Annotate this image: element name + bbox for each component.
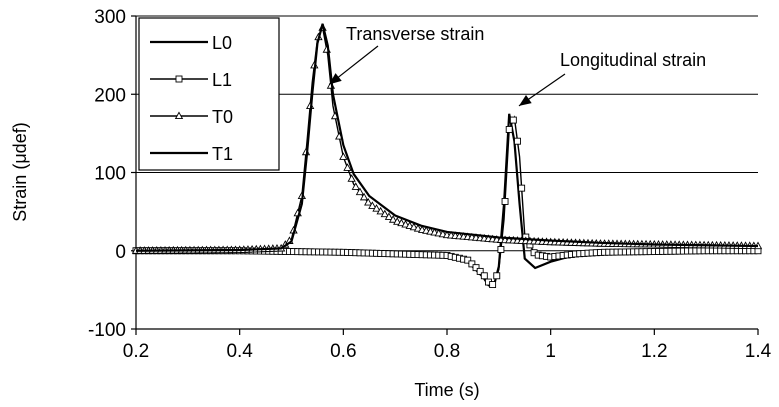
axes (131, 15, 759, 335)
annotations: Transverse strain Longitudinal strain (328, 24, 706, 107)
x-tick-label: 1.2 (641, 341, 667, 362)
data-point-l1 (493, 272, 501, 280)
annotation-arrow-longitudinal-head (518, 94, 532, 106)
annotation-arrow-longitudinal (518, 73, 566, 107)
legend-item-l0: L0 (150, 33, 232, 53)
data-point-l1 (505, 126, 513, 133)
data-point-l1 (497, 246, 505, 253)
y-tick-label: 0 (115, 242, 126, 263)
data-point-t0 (372, 204, 381, 212)
data-point-l1 (472, 264, 480, 272)
legend-label-t1: T1 (212, 144, 233, 164)
y-tick-label: -100 (88, 320, 126, 341)
x-tick-label: 0.6 (330, 341, 356, 362)
y-axis-title: Strain (μdef) (10, 122, 30, 221)
legend-item-t1: T1 (150, 144, 233, 164)
data-point-l1 (514, 137, 521, 145)
data-point-l1 (480, 272, 488, 280)
data-point-l1 (501, 198, 509, 205)
data-point-t0 (339, 152, 348, 160)
data-point-t0 (351, 182, 360, 190)
annotation-longitudinal: Longitudinal strain (560, 50, 706, 70)
data-point-l1 (476, 267, 484, 275)
annotation-transverse: Transverse strain (346, 24, 484, 44)
legend-label-t0: T0 (212, 107, 233, 127)
legend-box (138, 17, 280, 171)
data-point-l1 (464, 256, 472, 264)
data-point-l1 (518, 184, 526, 192)
data-point-t0 (388, 215, 398, 223)
data-point-l1 (468, 260, 476, 268)
legend-marker-t0 (174, 111, 184, 120)
legend-item-l1: L1 (150, 70, 232, 90)
annotation-arrow-transverse-head (329, 73, 342, 85)
x-tick-label: 1 (545, 341, 556, 362)
data-point-t0 (401, 219, 410, 228)
y-tick-label: 100 (94, 164, 126, 185)
annotation-arrow-transverse (328, 45, 379, 85)
data-point-l1 (509, 116, 517, 124)
data-point-t0 (405, 221, 414, 229)
y-tick-label: 200 (94, 85, 126, 106)
data-point-t0 (343, 163, 352, 171)
tick-labels: -100 0 100 200 300 0.2 0.4 0.6 0.8 1 1.2 1.4 (88, 7, 772, 362)
series-layer (131, 23, 763, 289)
data-point-t0 (359, 192, 369, 201)
data-point-t0 (413, 224, 423, 232)
data-point-t0 (393, 217, 402, 225)
data-point-t0 (376, 206, 385, 215)
data-point-t0 (355, 187, 365, 196)
data-point-t0 (384, 212, 394, 220)
data-point-l1 (489, 281, 497, 289)
data-point-t0 (347, 174, 356, 182)
data-point-t0 (380, 209, 389, 218)
data-point-t0 (409, 222, 418, 231)
data-point-t0 (364, 197, 373, 206)
series-t1 (135, 23, 759, 252)
x-tick-label: 0.2 (123, 341, 149, 362)
x-tick-label: 0.4 (226, 341, 253, 362)
data-point-t0 (368, 201, 377, 209)
x-tick-label: 1.4 (745, 341, 772, 362)
y-tick-label: 300 (94, 7, 126, 28)
legend: L0 L1 T0 T1 (138, 17, 280, 171)
legend-label-l0: L0 (212, 33, 232, 53)
series-line-t1 (135, 23, 759, 252)
legend-label-l1: L1 (212, 70, 232, 90)
legend-marker-l1 (175, 75, 183, 83)
x-axis-title: Time (s) (414, 380, 479, 400)
x-tick-label: 0.8 (434, 341, 460, 362)
data-point-t0 (397, 218, 406, 227)
legend-item-t0: T0 (150, 107, 233, 127)
